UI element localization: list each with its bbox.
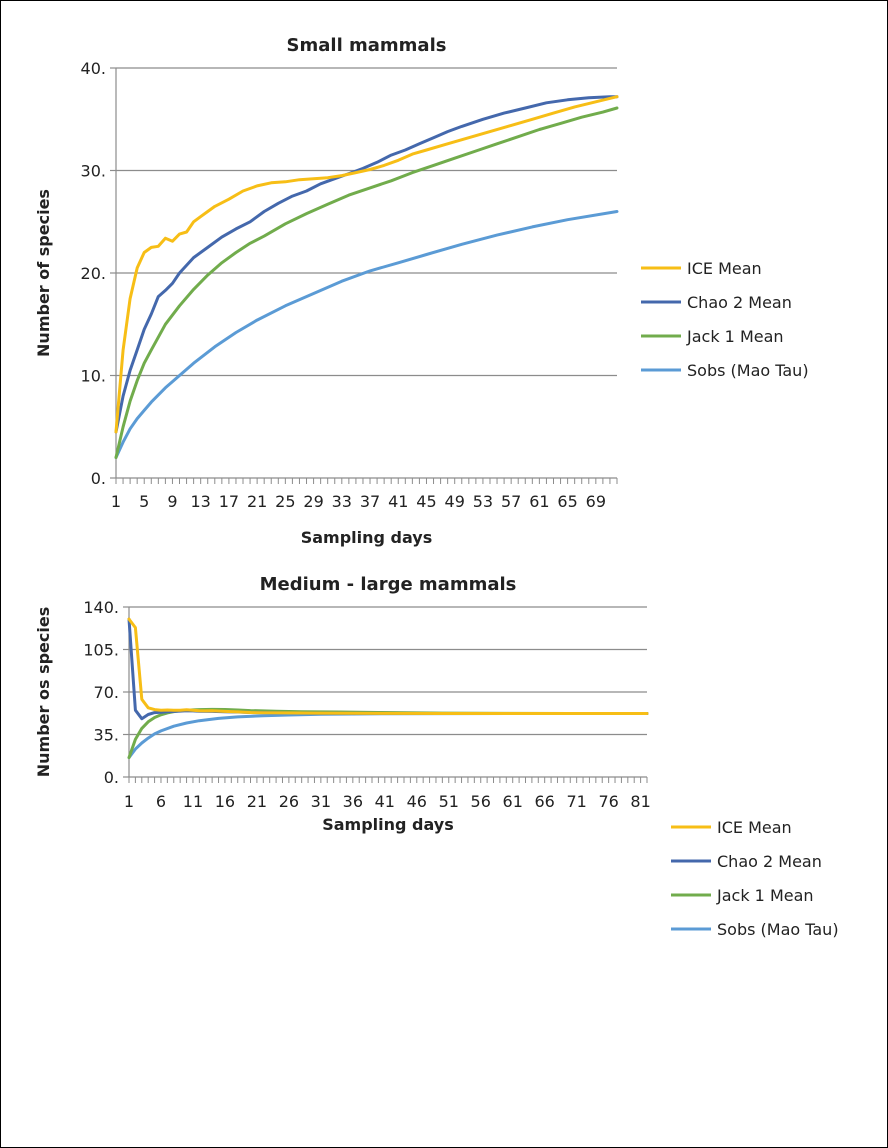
x-axis-label: Sampling days <box>301 528 433 547</box>
chart-title: Medium - large mammals <box>260 574 517 595</box>
x-tick-label: 53 <box>473 492 493 511</box>
x-tick-label: 25 <box>275 492 295 511</box>
x-tick-label: 65 <box>557 492 577 511</box>
y-tick-label: 0. <box>91 469 106 488</box>
series-line-3 <box>127 712 649 760</box>
legend-label-3: Sobs (Mao Tau) <box>717 920 839 939</box>
x-tick-label: 1 <box>111 492 121 511</box>
chart-legend: ICE Mean Chao 2 Mean Jack 1 Mean Sobs (Mao … <box>671 818 839 939</box>
legend-label-2: Jack 1 Mean <box>686 327 784 346</box>
x-tick-label: 46 <box>407 792 427 811</box>
legend-label-1: Chao 2 Mean <box>687 293 792 312</box>
x-tick-label: 37 <box>360 492 380 511</box>
x-tick-label: 17 <box>219 492 239 511</box>
series-line-0 <box>127 617 649 715</box>
x-tick-label: 41 <box>388 492 408 511</box>
x-tick-label: 69 <box>586 492 606 511</box>
series-line-3 <box>114 210 619 459</box>
x-tick-label: 29 <box>303 492 323 511</box>
x-tick-label: 33 <box>332 492 352 511</box>
x-tick-label: 57 <box>501 492 521 511</box>
legend-label-2: Jack 1 Mean <box>716 886 814 905</box>
y-tick-label: 0. <box>104 768 119 787</box>
series-line-1 <box>127 617 649 721</box>
chart-title: Small mammals <box>287 35 447 56</box>
x-tick-label: 16 <box>215 792 235 811</box>
chart-small-mammals: Small mammals 0. 10. 20. 30. 40. 1 5 9 13 17 21 25 29… <box>34 35 809 547</box>
series-line-1 <box>114 95 619 434</box>
y-tick-label: 20. <box>81 264 106 283</box>
x-axis-label: Sampling days <box>322 815 454 834</box>
legend-label-1: Chao 2 Mean <box>717 852 822 871</box>
x-tick-label: 61 <box>503 792 523 811</box>
x-tick-label: 56 <box>471 792 491 811</box>
series-line-0 <box>114 95 619 434</box>
x-tick-label: 66 <box>534 792 554 811</box>
x-tick-label: 51 <box>439 792 459 811</box>
y-axis-label: Number os species <box>34 607 53 777</box>
x-tick-label: 13 <box>190 492 210 511</box>
x-tick-label: 61 <box>529 492 549 511</box>
y-tick-label: 140. <box>83 598 119 617</box>
legend-label-0: ICE Mean <box>717 818 792 837</box>
y-tick-label: 105. <box>83 641 119 660</box>
y-tick-label: 40. <box>81 59 106 78</box>
x-tick-label: 5 <box>139 492 149 511</box>
chart-legend: ICE Mean Chao 2 Mean Jack 1 Mean Sobs (Mao … <box>641 259 809 380</box>
x-tick-label: 36 <box>343 792 363 811</box>
y-tick-label: 10. <box>81 367 106 386</box>
y-tick-label: 35. <box>94 726 119 745</box>
x-tick-label: 49 <box>445 492 465 511</box>
y-tick-label: 70. <box>94 683 119 702</box>
x-tick-label: 11 <box>183 792 203 811</box>
y-axis-label: Number of species <box>34 189 53 357</box>
series-line-2 <box>127 707 649 760</box>
x-tick-label: 41 <box>375 792 395 811</box>
legend-label-3: Sobs (Mao Tau) <box>687 361 809 380</box>
x-tick-label: 71 <box>566 792 586 811</box>
x-tick-label: 45 <box>416 492 436 511</box>
series-line-2 <box>114 106 619 459</box>
x-tick-label: 9 <box>167 492 177 511</box>
x-tick-label: 6 <box>156 792 166 811</box>
legend-label-0: ICE Mean <box>687 259 762 278</box>
x-tick-label: 31 <box>311 792 331 811</box>
y-tick-label: 30. <box>81 162 106 181</box>
x-tick-label: 26 <box>279 792 299 811</box>
x-tick-label: 81 <box>630 792 650 811</box>
x-tick-label: 21 <box>247 792 267 811</box>
x-tick-label: 76 <box>598 792 618 811</box>
x-tick-label: 1 <box>124 792 134 811</box>
x-tick-label: 21 <box>247 492 267 511</box>
